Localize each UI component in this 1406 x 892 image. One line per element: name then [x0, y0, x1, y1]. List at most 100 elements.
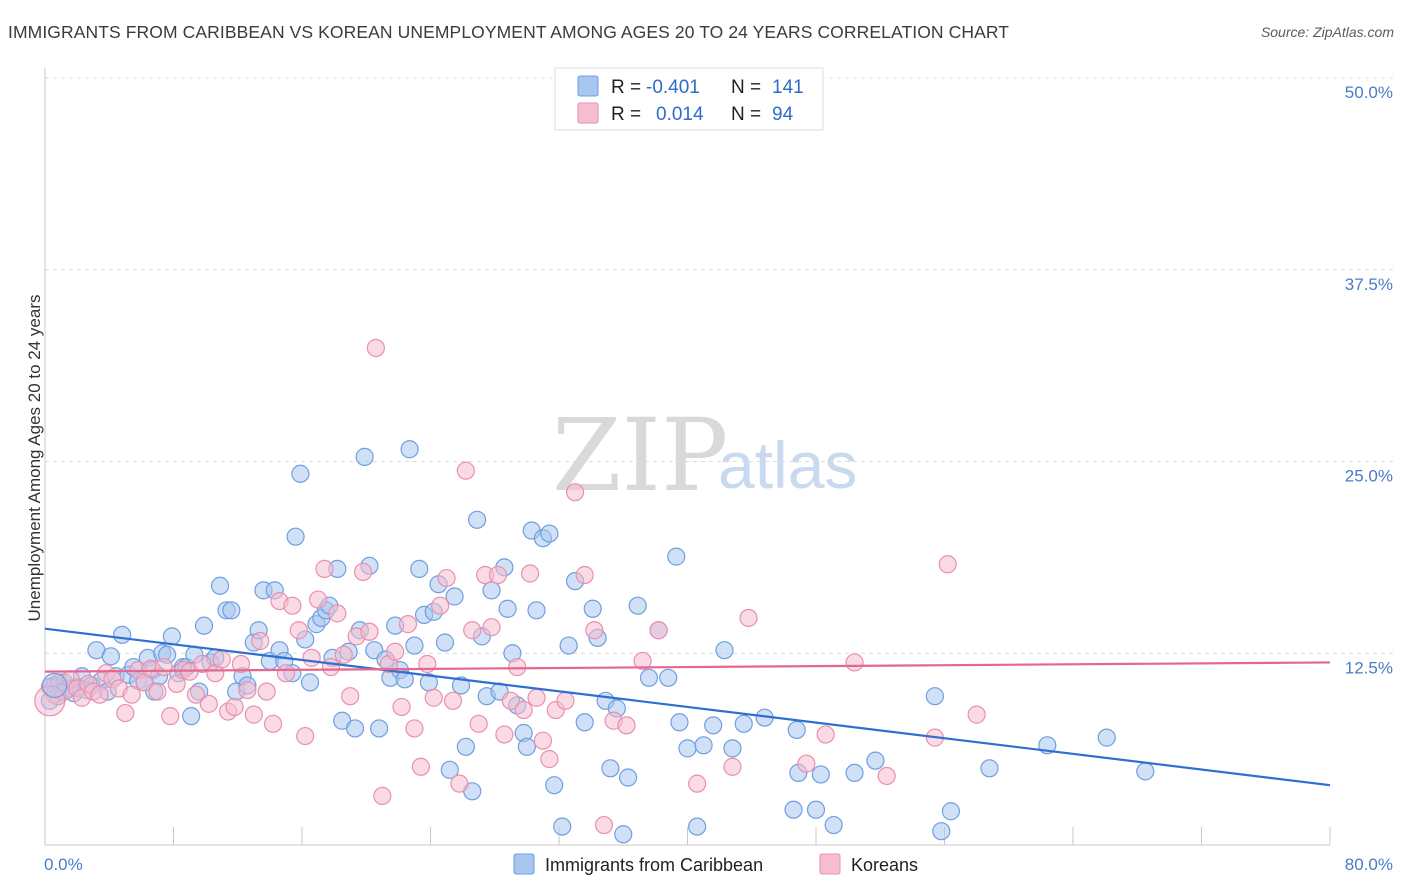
- point-koreans-50: [353, 562, 373, 582]
- point-koreans-96: [877, 766, 896, 786]
- trend-line-caribbean: [44, 627, 1331, 787]
- point-caribbean-39: [222, 601, 241, 620]
- x-ticks: [44, 827, 1331, 845]
- point-koreans-95: [845, 653, 864, 672]
- point-koreans-35: [257, 682, 276, 701]
- point-caribbean-102: [545, 776, 564, 795]
- legend-n-label-1: N =: [731, 104, 761, 125]
- point-caribbean-138: [941, 802, 961, 821]
- point-caribbean-117: [659, 668, 678, 687]
- point-koreans-14: [122, 685, 141, 704]
- point-koreans-92: [739, 608, 758, 628]
- point-caribbean-97: [517, 737, 536, 756]
- legend-r-value-1: 0.014: [656, 104, 704, 125]
- point-koreans-38: [276, 664, 296, 683]
- bottom-legend-koreans: Koreans: [851, 855, 918, 875]
- point-koreans-63: [437, 568, 456, 588]
- point-caribbean-51: [286, 527, 305, 546]
- point-koreans-59: [411, 757, 430, 776]
- legend-n-label-0: N =: [731, 77, 761, 98]
- point-caribbean-115: [639, 668, 659, 687]
- point-caribbean-103: [553, 817, 572, 836]
- point-koreans-36: [263, 714, 283, 733]
- point-caribbean-124: [715, 641, 734, 660]
- point-caribbean-cluster: [42, 672, 68, 699]
- point-koreans-98: [938, 555, 957, 574]
- point-koreans-99: [967, 705, 986, 724]
- point-caribbean-90: [482, 581, 501, 600]
- point-koreans-25: [193, 654, 212, 674]
- point-koreans-9: [90, 685, 109, 704]
- point-caribbean-134: [845, 763, 864, 783]
- point-caribbean-65: [355, 447, 374, 466]
- source-label: Source: ZipAtlas.com: [1260, 24, 1394, 40]
- point-caribbean-122: [694, 736, 713, 755]
- point-koreans-74: [508, 657, 527, 677]
- point-caribbean-54: [300, 673, 320, 692]
- point-koreans-56: [392, 697, 411, 717]
- point-caribbean-37: [210, 576, 230, 595]
- legend-r-label-0: R =: [611, 77, 641, 98]
- point-koreans-19: [154, 657, 173, 677]
- point-koreans-28: [212, 650, 231, 669]
- point-caribbean-136: [925, 687, 944, 706]
- point-caribbean-125: [723, 739, 742, 758]
- point-caribbean-84: [451, 676, 471, 695]
- point-koreans-55: [386, 642, 405, 661]
- data-points: [34, 338, 1155, 844]
- y-tick-labels: 12.5% 25.0% 37.5% 50.0%: [1345, 83, 1393, 677]
- legend-swatch-caribbean: [577, 75, 599, 97]
- point-caribbean-112: [614, 825, 633, 844]
- point-koreans-18: [148, 682, 167, 701]
- point-caribbean-133: [824, 815, 843, 835]
- point-caribbean-74: [400, 440, 419, 459]
- point-koreans-46: [328, 604, 347, 623]
- point-caribbean-104: [559, 636, 578, 655]
- point-caribbean-118: [667, 547, 686, 566]
- point-caribbean-119: [670, 713, 689, 732]
- legend-r-value-0: -0.401: [646, 77, 700, 98]
- point-caribbean-31: [182, 707, 201, 726]
- point-koreans-82: [565, 483, 585, 502]
- point-koreans-51: [360, 622, 379, 641]
- point-koreans-87: [617, 716, 636, 735]
- point-caribbean-73: [395, 670, 414, 689]
- point-koreans-70: [482, 618, 501, 637]
- point-koreans-57: [398, 615, 418, 634]
- point-koreans-65: [450, 774, 469, 793]
- point-koreans-85: [594, 815, 614, 835]
- x-tick-label-max: 80.0%: [1345, 855, 1393, 874]
- point-koreans-64: [443, 691, 463, 710]
- point-koreans-48: [341, 687, 360, 706]
- point-koreans-58: [405, 719, 424, 738]
- point-caribbean-126: [734, 714, 753, 733]
- legend-n-value-1: 94: [772, 104, 794, 125]
- point-koreans-90: [688, 774, 707, 793]
- legend-r-label-1: R =: [611, 104, 641, 125]
- point-caribbean-110: [601, 759, 620, 778]
- point-koreans-84: [585, 621, 604, 640]
- point-koreans-42: [302, 648, 321, 667]
- point-caribbean-107: [583, 599, 602, 618]
- point-caribbean-101: [540, 524, 559, 543]
- point-koreans-91: [723, 757, 742, 776]
- point-koreans-71: [488, 565, 508, 585]
- y-axis-label: Unemployment Among Ages 20 to 24 years: [25, 295, 44, 622]
- point-koreans-73: [501, 691, 520, 710]
- point-caribbean-83: [445, 587, 464, 606]
- point-koreans-39: [283, 596, 302, 615]
- point-koreans-43: [308, 590, 328, 609]
- y-tick-label-3: 50.0%: [1345, 83, 1393, 102]
- point-koreans-68: [469, 714, 488, 733]
- point-caribbean-87: [467, 510, 487, 529]
- point-caribbean-128: [784, 800, 803, 819]
- bottom-legend-caribbean: Immigrants from Caribbean: [545, 855, 763, 875]
- point-koreans-31: [231, 654, 251, 674]
- point-koreans-32: [238, 680, 257, 700]
- point-koreans-93: [797, 754, 816, 773]
- gridlines: [45, 77, 1395, 654]
- bottom-legend-swatch-caribbean: [513, 853, 535, 875]
- point-koreans-47: [334, 645, 353, 664]
- point-koreans-13: [116, 703, 135, 723]
